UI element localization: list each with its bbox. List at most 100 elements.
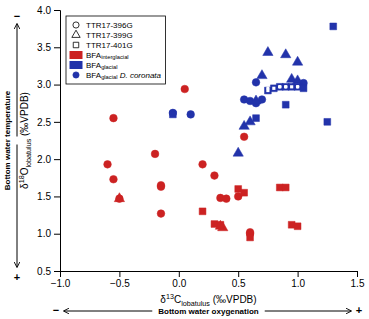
point xyxy=(284,85,287,88)
annotation: − xyxy=(14,10,20,22)
y-tick-label: 3.0 xyxy=(37,79,51,90)
point xyxy=(157,210,165,218)
annotation: + xyxy=(356,304,362,316)
legend-swatch xyxy=(73,72,79,78)
x-tick-label: −0.5 xyxy=(110,278,130,289)
point xyxy=(252,79,260,87)
legend-swatch xyxy=(70,52,82,59)
text-part: BFA xyxy=(86,51,102,60)
series xyxy=(266,85,299,90)
x-tick-mark xyxy=(179,271,180,277)
point xyxy=(257,70,267,79)
legend-box xyxy=(66,16,166,84)
text-part: TTR17-401G xyxy=(86,41,133,50)
legend-label: TTR17-396G xyxy=(86,21,133,30)
point xyxy=(296,85,300,89)
y-tick-mark xyxy=(54,85,60,86)
text-part: 13 xyxy=(166,292,174,301)
y-tick: 2.0 xyxy=(37,154,60,165)
y-tick-mark xyxy=(54,47,60,48)
chart: −1.0−0.50.00.51.01.50.51.01.52.02.53.03.… xyxy=(0,0,369,319)
y-tick-label: 2.5 xyxy=(37,117,51,128)
point xyxy=(222,195,230,203)
point xyxy=(215,220,225,229)
point xyxy=(217,221,224,228)
y-tick: 1.5 xyxy=(37,191,60,202)
point xyxy=(290,85,293,88)
y-tick: 3.0 xyxy=(37,79,60,90)
point xyxy=(104,161,112,169)
series xyxy=(233,47,303,157)
point xyxy=(240,133,248,141)
legend-swatch xyxy=(73,42,78,47)
legend-swatch xyxy=(70,62,82,69)
point xyxy=(110,114,118,122)
legend-label: TTR17-399G xyxy=(86,31,133,40)
annotations: Bottom water temperature − + Bottom water o… xyxy=(3,10,363,316)
text-part: glacial xyxy=(101,74,117,80)
point xyxy=(241,189,248,196)
x-tick-label: −1.0 xyxy=(51,278,71,289)
y-tick-label: 1.0 xyxy=(37,228,51,239)
x-tick: 0.0 xyxy=(172,271,186,289)
point xyxy=(281,49,291,58)
annotation: − xyxy=(53,304,59,316)
y-tick: 4.0 xyxy=(37,5,60,16)
x-axis-line xyxy=(61,272,358,278)
legend-swatch xyxy=(72,30,80,37)
point xyxy=(157,183,165,191)
y-tick-mark xyxy=(54,271,60,272)
point xyxy=(218,222,228,231)
point xyxy=(300,85,307,92)
annotation-arrow xyxy=(17,145,18,268)
x-tick: −1.0 xyxy=(51,271,71,289)
annotation: Bottom water temperature xyxy=(3,90,12,190)
point xyxy=(282,184,289,191)
x-tick-label: 1.5 xyxy=(351,278,365,289)
x-tick: 1.5 xyxy=(351,271,365,289)
series xyxy=(104,85,254,237)
legend-label: BFAglacial xyxy=(86,61,117,71)
text-part: TTR17-396G xyxy=(86,21,133,30)
point xyxy=(110,175,118,183)
point xyxy=(169,111,176,118)
annotation: Bottom water oxygenation xyxy=(158,307,259,316)
y-tick-label: 2.0 xyxy=(37,154,51,165)
point xyxy=(330,23,337,30)
point xyxy=(253,115,260,122)
x-tick-mark xyxy=(238,271,239,277)
legend-label: TTR17-401G xyxy=(86,41,133,50)
text-part: glacial xyxy=(101,64,117,70)
point xyxy=(199,208,206,215)
point xyxy=(199,161,207,169)
text-part: lobatulus xyxy=(24,138,33,167)
point xyxy=(272,87,275,90)
text-part: (‰VPDB) xyxy=(210,294,257,305)
x-tick-mark xyxy=(357,271,358,277)
point xyxy=(187,111,195,119)
y-tick-label: 0.5 xyxy=(37,266,51,277)
legend-label: BFAglacial D. coronata xyxy=(86,71,162,81)
text-part: BFA xyxy=(86,71,102,80)
x-tick-mark xyxy=(298,271,299,277)
y-axis: 0.5 1.0 1.5 2.0 2.5 3.0 3.5 4.0 xyxy=(37,5,60,277)
y-tick: 3.5 xyxy=(37,42,60,53)
text-part: interglacial xyxy=(101,54,129,60)
point xyxy=(251,95,261,104)
legend: TTR17-396GTTR17-399GTTR17-401GBFAintergl… xyxy=(66,16,166,84)
x-axis: −1.0−0.50.00.51.01.5 xyxy=(51,271,365,289)
x-tick: −0.5 xyxy=(110,271,130,289)
point xyxy=(247,234,254,241)
y-axis-title: δ18Olobatulus (‰VPDB) xyxy=(17,92,33,189)
point xyxy=(233,147,243,156)
annotation-arrow xyxy=(64,311,152,312)
point xyxy=(282,101,289,108)
y-tick-mark xyxy=(54,122,60,123)
point xyxy=(266,89,269,92)
series xyxy=(266,85,299,92)
series xyxy=(199,184,301,241)
series xyxy=(169,79,307,119)
y-tick: 2.5 xyxy=(37,117,60,128)
x-tick-label: 0.0 xyxy=(172,278,186,289)
x-tick-label: 1.0 xyxy=(291,278,305,289)
